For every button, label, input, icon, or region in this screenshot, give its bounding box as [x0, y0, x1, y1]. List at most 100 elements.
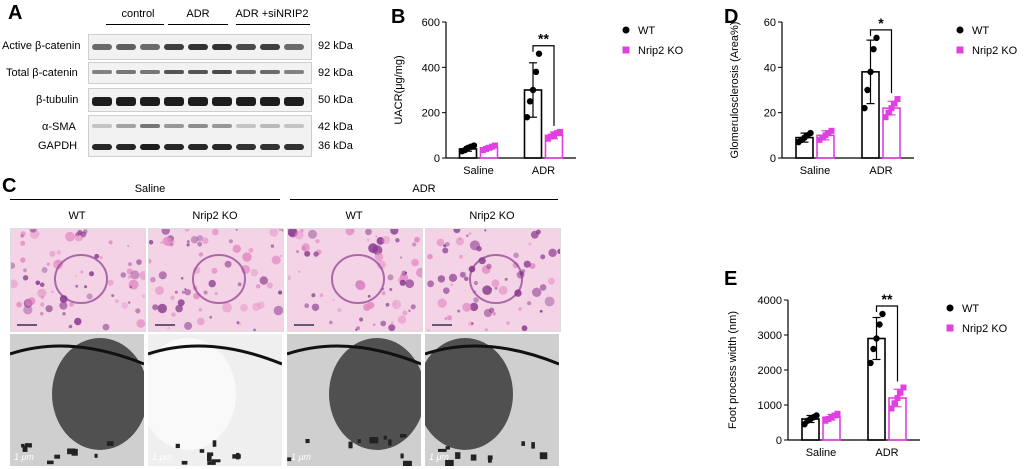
blot-band: [236, 44, 256, 50]
significance-bracket: [532, 45, 555, 126]
data-point-wt: [870, 345, 877, 353]
blot-band: [284, 144, 304, 150]
wb-kda: 50 kDa: [318, 94, 353, 106]
blot-band: [140, 44, 160, 50]
blot-band: [284, 44, 304, 50]
blot-band: [260, 144, 280, 150]
legend-marker-ko: [956, 46, 964, 54]
data-point-wt: [870, 46, 877, 53]
y-tick-label: 20: [764, 108, 776, 120]
y-tick-label: 600: [422, 17, 440, 29]
data-point-ko: [888, 105, 895, 112]
blot-band: [260, 70, 280, 74]
blot-band: [92, 144, 112, 150]
x-tick-label: Saline: [463, 165, 494, 177]
genotype-label: WT: [68, 210, 86, 222]
wb-group-line: [236, 24, 310, 25]
blot-band: [164, 44, 184, 50]
y-tick-label: 400: [422, 62, 440, 74]
electron-micrograph: 1 μm: [287, 334, 421, 466]
blot-band: [260, 124, 280, 128]
data-point-wt: [864, 86, 871, 94]
data-point-ko: [885, 109, 892, 116]
y-tick-label: 3000: [758, 330, 782, 342]
panel-letter-d: D: [724, 6, 739, 28]
treatment-label-adr: ADR: [412, 183, 436, 195]
y-axis-label: Glomerulosclerosis (Area%): [729, 22, 741, 159]
data-point-wt: [526, 98, 534, 105]
data-point-wt: [861, 104, 868, 112]
wb-row-label: Active β-catenin: [2, 40, 81, 52]
y-axis-label: UACR(μg/mg): [393, 55, 405, 124]
data-point-ko: [891, 100, 898, 107]
histology-image: [148, 228, 284, 332]
data-point-ko: [894, 96, 901, 103]
wb-group-adr: ADR: [186, 8, 210, 20]
blot-band: [212, 97, 232, 106]
blot-band: [140, 97, 160, 106]
data-point-wt: [535, 50, 543, 57]
blot-band: [260, 97, 280, 106]
electron-micrograph: 1 μm: [10, 334, 144, 466]
legend-label-wt: WT: [972, 25, 989, 37]
blot-band: [116, 70, 136, 74]
data-point-ko: [891, 400, 898, 407]
genotype-label: Nrip2 KO: [469, 210, 515, 222]
data-point-ko: [897, 389, 904, 396]
data-point-ko: [900, 384, 907, 391]
blot-band: [116, 144, 136, 150]
data-point-wt: [523, 114, 531, 121]
scale-bar-label: 1 μm: [152, 452, 172, 462]
panel-letter-e: E: [724, 268, 738, 290]
data-point-wt: [867, 359, 874, 367]
blot-band: [140, 70, 160, 74]
legend-marker-wt: [622, 26, 630, 34]
blot-band: [164, 70, 184, 74]
scale-bar-label: 1 μm: [291, 452, 311, 462]
wb-kda: 92 kDa: [318, 67, 353, 79]
treatment-line: [290, 199, 558, 200]
y-tick-label: 0: [770, 153, 776, 165]
blot-band: [116, 124, 136, 128]
blot-band: [188, 124, 208, 128]
blot-band: [188, 44, 208, 50]
significance-bracket: [869, 29, 893, 94]
blot-band: [236, 70, 256, 74]
data-point-wt: [867, 68, 874, 76]
y-tick-label: 0: [776, 435, 782, 447]
scale-bar-label: 1 μm: [429, 452, 449, 462]
wb-kda: 92 kDa: [318, 40, 353, 52]
treatment-line: [10, 199, 280, 200]
data-point-wt: [879, 310, 886, 318]
legend-label-ko: Nrip2 KO: [972, 45, 1018, 57]
wb-row-label: β-tubulin: [36, 94, 79, 106]
blot-band: [212, 70, 232, 74]
y-tick-label: 2000: [758, 365, 782, 377]
data-point-ko: [888, 405, 895, 412]
blot-band: [212, 144, 232, 150]
wb-row-label: Total β-catenin: [6, 67, 78, 79]
x-tick-label: Saline: [800, 165, 831, 177]
blot-band: [236, 97, 256, 106]
blot-band: [140, 144, 160, 150]
data-point-wt: [529, 86, 537, 94]
wb-group-control: control: [121, 8, 155, 20]
y-tick-label: 200: [422, 108, 440, 120]
electron-micrograph: 1 μm: [425, 334, 559, 466]
data-point-wt: [532, 68, 540, 76]
panel-letter-c: C: [2, 175, 17, 197]
blot-band: [260, 44, 280, 50]
blot-band: [92, 70, 112, 74]
chart-e-foot-process: 0 1000 2000 3000 4000 Foot process width (nm)…: [727, 291, 1008, 459]
blot-band: [284, 124, 304, 128]
blot-band: [236, 144, 256, 150]
x-tick-label: ADR: [532, 165, 555, 177]
significance-label: *: [878, 15, 884, 31]
treatment-label-saline: Saline: [134, 183, 166, 195]
electron-micrograph: 1 μm: [148, 334, 282, 466]
blot-strip-asma-gapdh: [88, 115, 312, 157]
blot-band: [92, 124, 112, 128]
legend-marker-wt: [946, 304, 954, 312]
blot-band: [188, 70, 208, 74]
wb-row-label: GAPDH: [38, 140, 78, 152]
